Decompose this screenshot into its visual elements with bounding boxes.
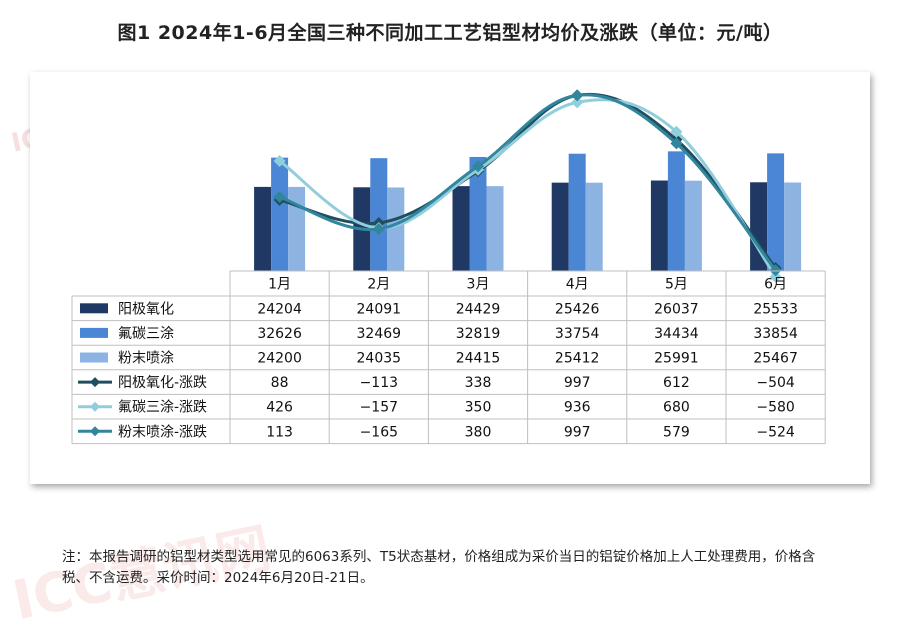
series-name-5: 氟碳三涂-涨跌 <box>118 400 207 416</box>
data-label-4-2: −113 <box>360 375 398 391</box>
chart-panel: 1月 2月 3月 4月 5月 6月阳极氧化 24204 24091 24429 25426 2603… <box>30 72 870 484</box>
data-label-3-3: 24415 <box>456 351 501 367</box>
data-label-3-5: 25991 <box>654 351 699 367</box>
bar-2-5 <box>667 151 685 271</box>
series-name-4: 阳极氧化-涨跌 <box>118 375 207 391</box>
line-marker-2-6 <box>769 270 782 283</box>
line-marker-2-4 <box>571 96 584 109</box>
data-label-2-1: 32626 <box>257 326 302 342</box>
line-marker-2-5 <box>670 125 683 138</box>
category-label-5: 5月 <box>665 277 688 293</box>
data-label-1-1: 24204 <box>257 301 302 317</box>
bar-2-6 <box>767 153 785 271</box>
category-label-2: 2月 <box>367 277 390 293</box>
bar-2-4 <box>568 153 586 271</box>
data-label-4-1: 88 <box>271 375 289 391</box>
line-marker-3-4 <box>571 89 584 102</box>
legend-key-marker-4 <box>90 377 100 388</box>
legend-key-marker-6 <box>90 426 100 437</box>
category-label-4: 4月 <box>566 277 589 293</box>
data-label-5-1: 426 <box>266 400 293 416</box>
data-label-2-6: 33854 <box>753 326 798 342</box>
line-marker-3-5 <box>670 137 683 150</box>
data-label-6-4: 997 <box>564 424 591 440</box>
bar-1-4 <box>551 182 569 271</box>
chart-title: 图1 2024年1-6月全国三种不同加工工艺铝型材均价及涨跌（单位：元/吨） <box>117 22 783 44</box>
category-label-6: 6月 <box>764 277 787 293</box>
bar-2-2 <box>370 158 388 271</box>
data-label-4-4: 997 <box>564 375 591 391</box>
data-label-3-2: 24035 <box>357 351 402 367</box>
bar-3-4 <box>585 182 603 271</box>
line-series-2 <box>278 98 777 278</box>
data-label-5-4: 936 <box>564 400 591 416</box>
data-label-4-5: 612 <box>663 375 690 391</box>
bar-1-3 <box>452 186 470 271</box>
data-label-6-3: 380 <box>465 424 492 440</box>
data-label-6-2: −165 <box>360 424 398 440</box>
bar-2-3 <box>469 156 487 271</box>
bar-3-1 <box>288 186 306 271</box>
data-label-5-6: −580 <box>756 400 794 416</box>
bar-3-6 <box>784 182 802 271</box>
bar-3-5 <box>684 180 702 271</box>
data-label-1-2: 24091 <box>357 301 402 317</box>
data-label-5-2: −157 <box>360 400 398 416</box>
data-label-1-4: 25426 <box>555 301 600 317</box>
data-label-2-3: 32819 <box>456 326 501 342</box>
data-label-5-5: 680 <box>663 400 690 416</box>
data-label-5-3: 350 <box>465 400 492 416</box>
series-name-1: 阳极氧化 <box>118 301 174 317</box>
data-label-2-5: 34434 <box>654 326 699 342</box>
bar-1-5 <box>650 180 668 271</box>
legend-key-3 <box>80 352 108 363</box>
category-label-1: 1月 <box>268 277 291 293</box>
bar-3-2 <box>387 187 405 271</box>
data-label-1-6: 25533 <box>753 301 798 317</box>
bar-1-1 <box>254 186 272 271</box>
line-series-1 <box>279 92 777 269</box>
data-label-3-1: 24200 <box>257 351 302 367</box>
bar-2-1 <box>271 157 289 271</box>
legend-key-marker-5 <box>90 401 100 412</box>
series-name-6: 粉末喷涂-涨跌 <box>118 424 207 440</box>
bar-3-3 <box>486 186 504 271</box>
data-label-1-3: 24429 <box>456 301 501 317</box>
series-name-2: 氟碳三涂 <box>118 326 174 342</box>
line-marker-3-3 <box>472 160 484 173</box>
data-label-3-4: 25412 <box>555 351 600 367</box>
data-label-6-6: −524 <box>756 424 795 440</box>
legend-key-2 <box>80 327 108 338</box>
line-marker-2-1 <box>273 155 286 168</box>
data-label-3-6: 25467 <box>753 351 798 367</box>
legend-key-1 <box>80 303 108 314</box>
line-marker-3-6 <box>769 264 782 277</box>
data-label-4-3: 338 <box>465 375 492 391</box>
data-label-2-4: 33754 <box>555 326 600 342</box>
category-label-3: 3月 <box>467 277 490 293</box>
line-marker-3-1 <box>273 191 286 204</box>
line-marker-3-2 <box>372 222 385 235</box>
series-name-3: 粉末喷涂 <box>118 351 174 367</box>
data-label-2-2: 32469 <box>357 326 402 342</box>
data-label-4-6: −504 <box>756 375 795 391</box>
data-label-6-5: 579 <box>663 424 690 440</box>
footnote: 注：本报告调研的铝型材类型选用常见的6063系列、T5状态基材，价格组成为采价当… <box>62 549 816 586</box>
data-label-1-5: 26037 <box>654 301 699 317</box>
data-label-6-1: 113 <box>266 424 293 440</box>
